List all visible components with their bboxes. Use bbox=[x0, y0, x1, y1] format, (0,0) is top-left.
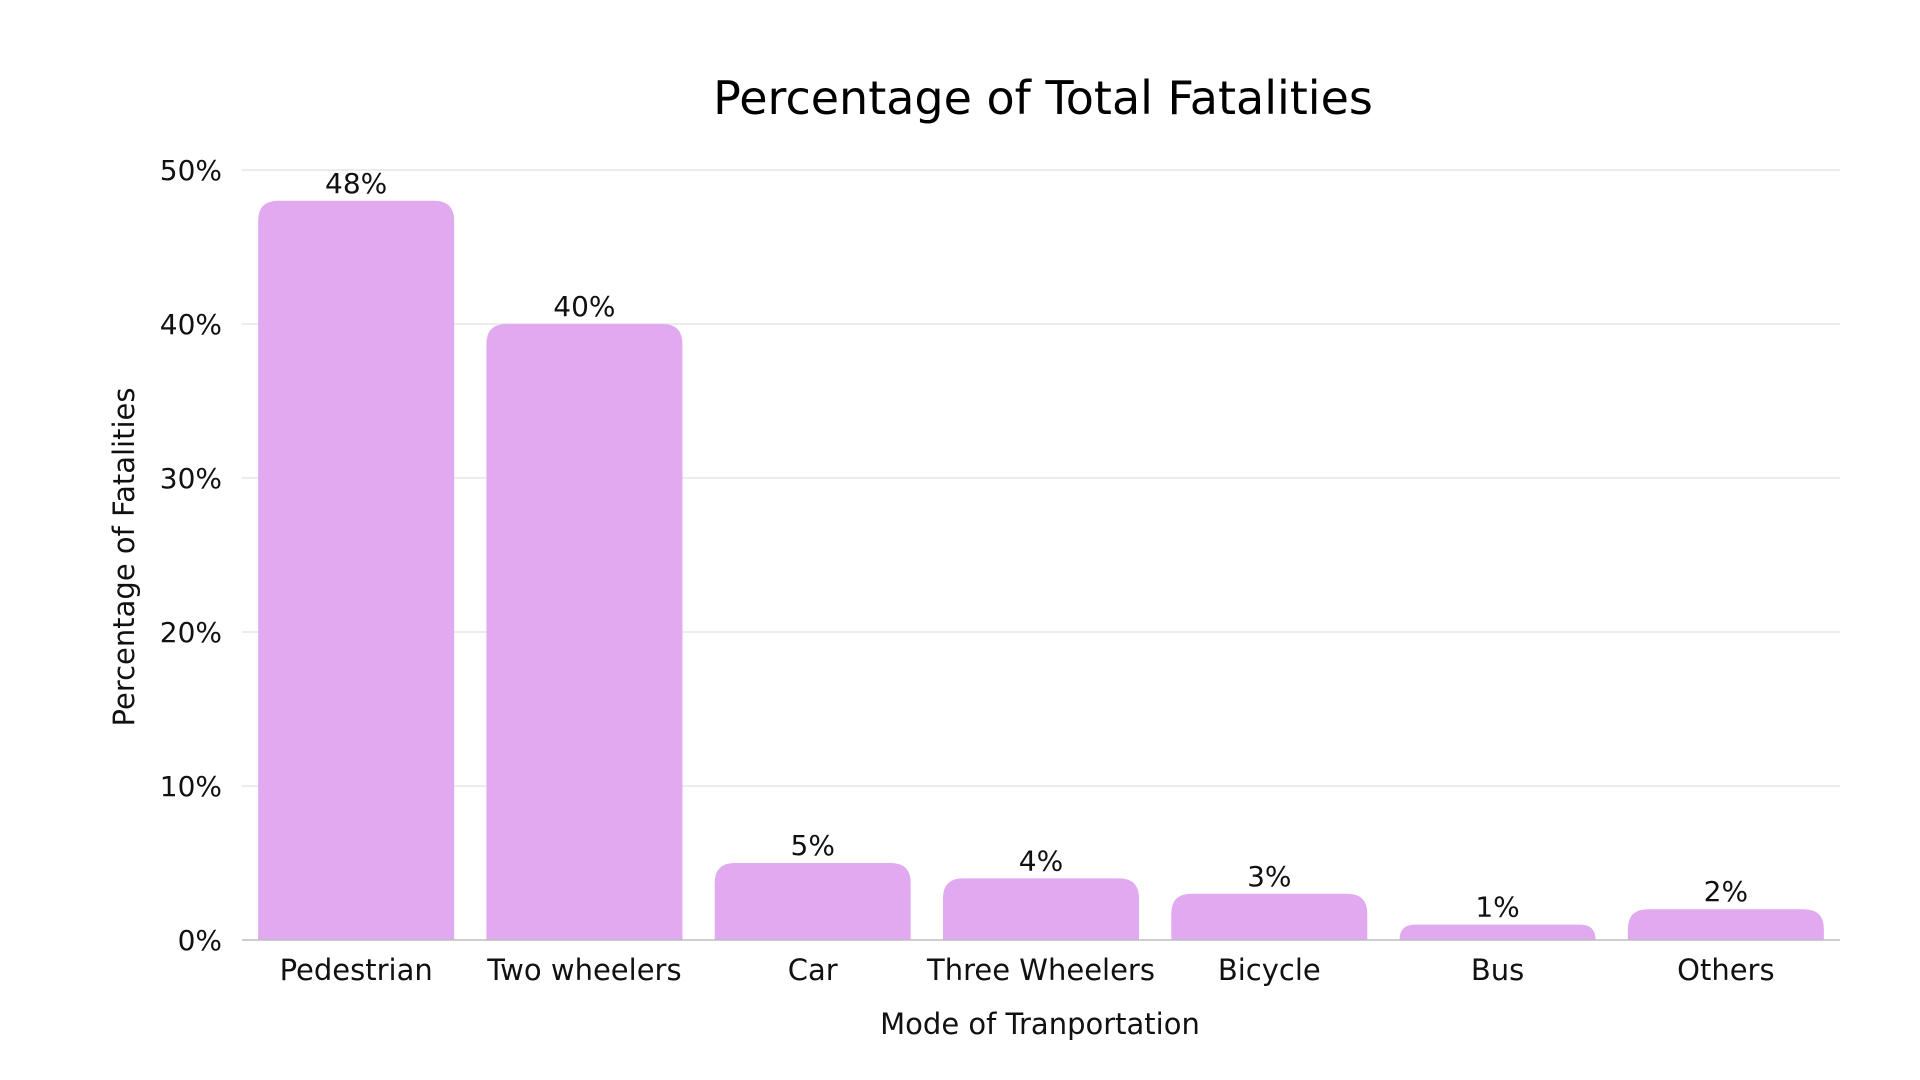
value-label: 2% bbox=[1704, 875, 1748, 908]
x-axis-ticks: Pedestrian Two wheelers Car Three Wheelers B… bbox=[280, 953, 1775, 987]
value-label: 4% bbox=[1019, 844, 1063, 877]
chart-title: Percentage of Total Fatalities bbox=[713, 71, 1373, 125]
x-tick-label: Bicycle bbox=[1218, 953, 1321, 987]
x-axis-label: Mode of Tranportation bbox=[880, 1007, 1200, 1041]
x-tick-label: Others bbox=[1677, 953, 1774, 987]
y-tick-label: 40% bbox=[160, 308, 222, 341]
value-labels: 48% 40% 5% 4% 3% 1% 2% bbox=[325, 167, 1748, 924]
y-tick-label: 50% bbox=[160, 154, 222, 187]
bar-two-wheelers bbox=[486, 324, 683, 940]
x-tick-label: Car bbox=[788, 953, 838, 987]
y-tick-label: 10% bbox=[160, 770, 222, 803]
x-tick-label: Three Wheelers bbox=[926, 953, 1155, 987]
bars bbox=[258, 200, 1824, 941]
y-tick-label: 20% bbox=[160, 616, 222, 649]
value-label: 5% bbox=[791, 829, 835, 862]
y-tick-label: 0% bbox=[178, 924, 222, 957]
bar-three-wheelers bbox=[943, 878, 1139, 940]
bar-pedestrian bbox=[258, 200, 455, 941]
y-axis-label: Percentage of Fatalities bbox=[107, 388, 141, 727]
y-axis-ticks: 0% 10% 20% 30% 40% 50% bbox=[160, 154, 222, 957]
value-label: 3% bbox=[1247, 860, 1291, 893]
y-tick-label: 30% bbox=[160, 462, 222, 495]
value-label: 48% bbox=[325, 167, 387, 200]
gridlines bbox=[242, 169, 1840, 787]
bar-bus bbox=[1399, 924, 1596, 940]
x-tick-label: Bus bbox=[1471, 953, 1524, 987]
value-label: 1% bbox=[1475, 891, 1519, 924]
bar-others bbox=[1627, 909, 1824, 940]
bar-car bbox=[714, 863, 911, 940]
value-label: 40% bbox=[553, 290, 615, 323]
bar-bicycle bbox=[1171, 893, 1368, 940]
x-tick-label: Two wheelers bbox=[486, 953, 681, 987]
x-tick-label: Pedestrian bbox=[280, 953, 433, 987]
